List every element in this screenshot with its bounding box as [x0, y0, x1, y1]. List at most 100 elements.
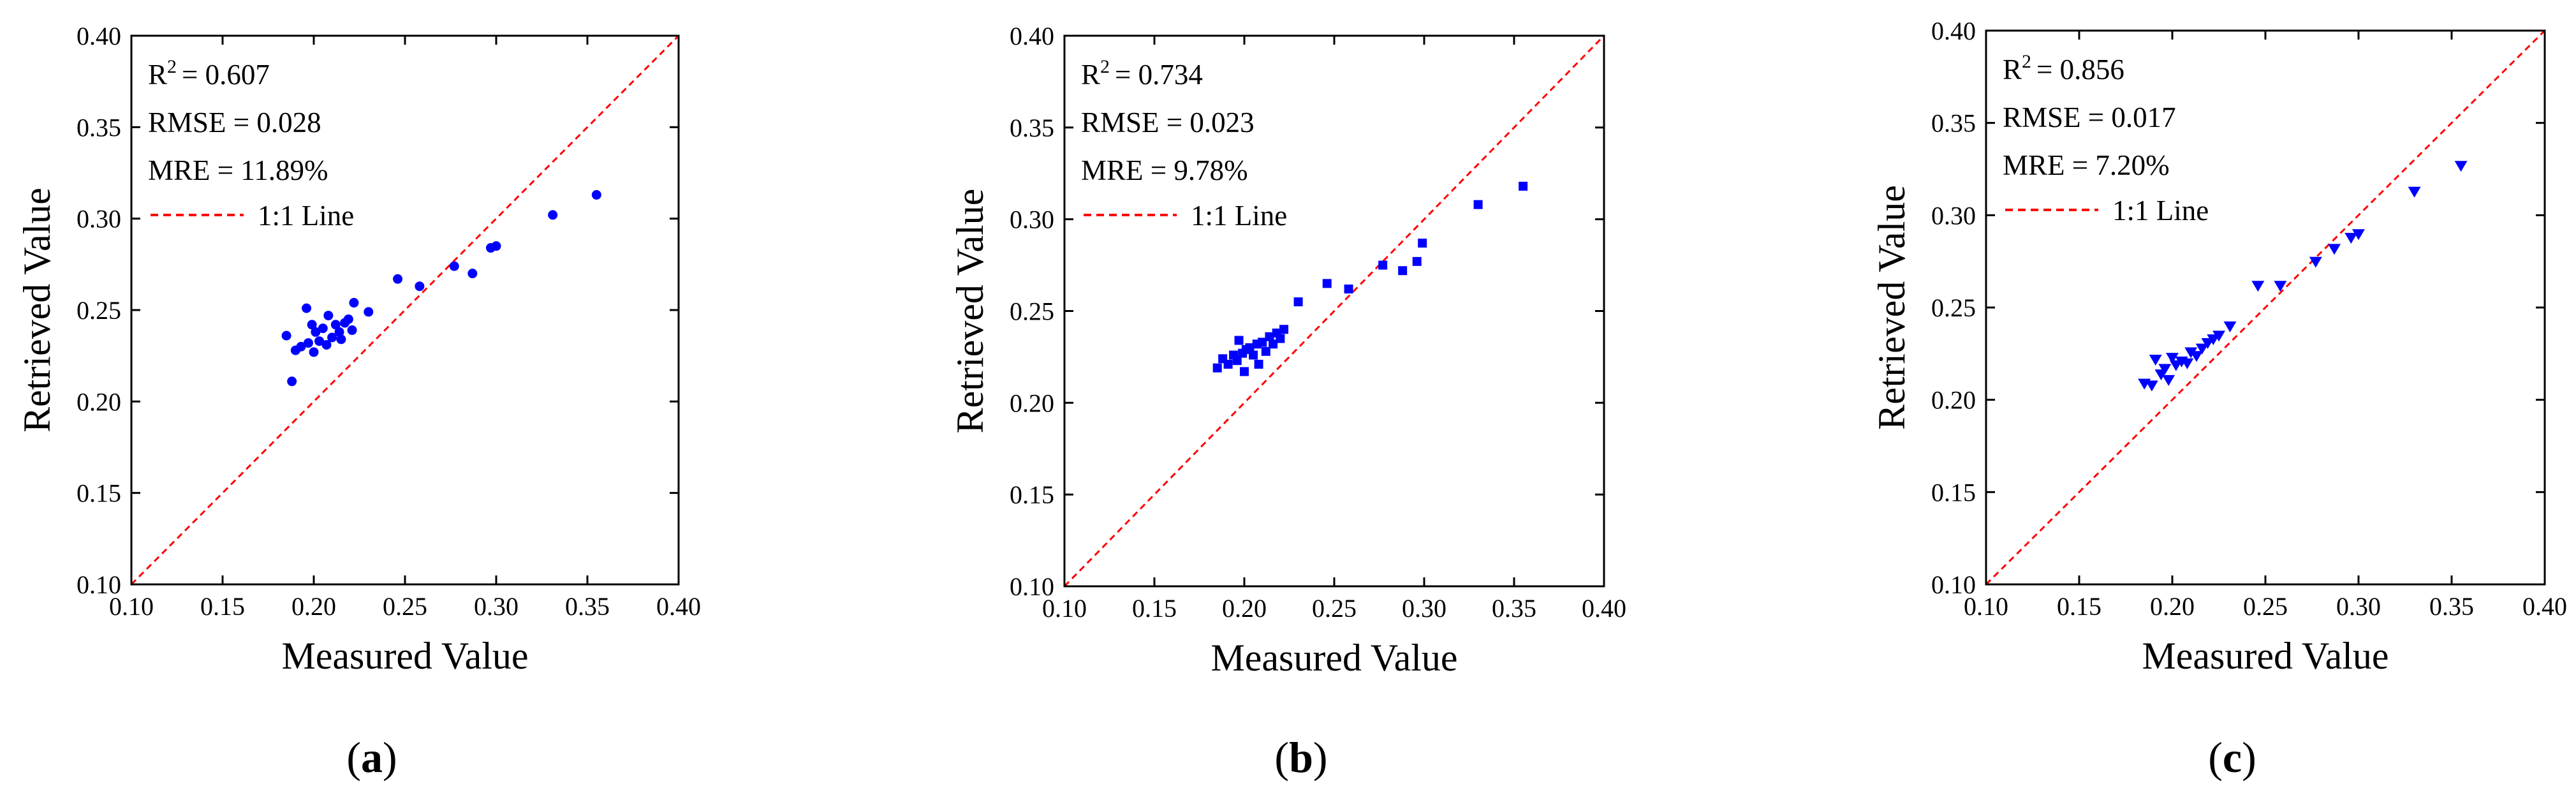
panel-b-y-tick-label: 0.15 — [1010, 480, 1054, 509]
panel-c-y-tick-label: 0.10 — [1931, 570, 1976, 599]
panel-b-x-tick-label: 0.25 — [1312, 594, 1357, 623]
panel-a-y-tick-label: 0.25 — [77, 296, 121, 325]
panel-c-data-point — [2309, 256, 2322, 268]
panel-c-x-tick-label: 0.15 — [2057, 592, 2101, 621]
panel-b-r2-value: = 0.734 — [1115, 59, 1203, 91]
panel-c-x-tick-label: 0.20 — [2150, 592, 2195, 621]
panel-a-data-point — [548, 210, 558, 220]
panel-b-y-tick-label: 0.30 — [1010, 205, 1054, 234]
panel-c-y-tick-label: 0.35 — [1931, 109, 1976, 138]
panel-a-data-point — [311, 327, 321, 337]
panel-b-data-point — [1254, 359, 1263, 369]
panel-a-data-point — [321, 339, 332, 350]
panel-a-data-point — [336, 334, 346, 345]
panel-c-data-point — [2181, 358, 2194, 369]
panel-b-data-point — [1240, 367, 1249, 376]
panel-c-r2-text: R2 = 0.856 — [2003, 51, 2124, 85]
panel-b-data-point — [1223, 359, 1233, 369]
panel-a-x-tick-label: 0.30 — [474, 592, 519, 621]
panel-a-data-point — [467, 269, 478, 279]
panel-a-data-point — [309, 347, 319, 357]
panel-b-x-tick-label: 0.30 — [1402, 594, 1446, 623]
panel-a: 0.10 0.15 0.20 0.25 0.30 0.35 0.40 0.10 0.15 0.20… — [16, 22, 701, 782]
panel-b-data-point — [1344, 284, 1353, 293]
panel-c-data-point — [2166, 353, 2179, 364]
panel-a-letter: a — [361, 733, 383, 782]
panel-a-legend-label: 1:1 Line — [258, 200, 354, 232]
panel-b-data-point — [1269, 339, 1278, 349]
panel-a-y-tick-label: 0.40 — [77, 22, 121, 50]
panel-c-data-point — [2454, 161, 2468, 172]
panel-c-data-point — [2184, 347, 2198, 359]
panel-b-legend-label: 1:1 Line — [1191, 200, 1287, 232]
panel-a-x-tick-label: 0.25 — [383, 592, 427, 621]
panel-b-data-point — [1322, 279, 1332, 288]
panel-a-data-point — [591, 189, 601, 200]
panel-b-layer-line — [1063, 34, 1605, 588]
panel-a-data-point — [287, 376, 297, 387]
panel-b-mre-text: MRE = 9.78% — [1081, 154, 1248, 186]
panel-a-data-point — [314, 336, 325, 346]
panel-b-data-point — [1378, 260, 1388, 270]
panel-c-layer-line — [1985, 29, 2546, 586]
panel-c-mre-text: MRE = 7.20% — [2003, 149, 2170, 181]
panel-b-letter: b — [1289, 733, 1313, 782]
panel-a-layer-axes: 0.10 0.15 0.20 0.25 0.30 0.35 0.40 0.10 0.15 0.20… — [77, 22, 701, 621]
panel-a-data-point — [330, 320, 341, 330]
panel-b-data-point — [1279, 325, 1289, 334]
panel-b-data-point — [1519, 181, 1528, 191]
panel-a-r2-text: R2 = 0.607 — [148, 56, 270, 91]
panel-c-x-tick-label: 0.25 — [2243, 592, 2288, 621]
panel-c-data-point — [2274, 281, 2287, 292]
panel-c-data-point — [2190, 351, 2203, 362]
panel-a-x-tick-label: 0.20 — [291, 592, 336, 621]
panel-a-data-point — [334, 327, 344, 337]
panel-b-x-tick-label: 0.40 — [1582, 594, 1626, 623]
panel-a-data-point — [349, 298, 359, 308]
panel-b-layer-points — [1212, 181, 1528, 376]
panel-c-data-point — [2149, 355, 2162, 366]
panel-c-data-point — [2408, 186, 2421, 198]
panel-c-data-point — [2344, 233, 2358, 244]
panel-b-data-point — [1258, 337, 1267, 347]
panel-b-x-tick-label: 0.10 — [1042, 594, 1087, 623]
panel-c-layer-points — [2138, 161, 2468, 392]
panel-b-y-tick-label: 0.40 — [1010, 22, 1054, 50]
panel-c-x-tick-label: 0.40 — [2522, 592, 2567, 621]
panel-b-data-point — [1249, 350, 1258, 360]
panel-a-data-point — [318, 323, 328, 334]
panel-c-x-tick-label: 0.30 — [2336, 592, 2381, 621]
panel-b-data-point — [1473, 200, 1483, 209]
panel-b-data-point — [1418, 239, 1427, 248]
panel-c-y-tick-label: 0.40 — [1931, 17, 1976, 45]
panel-c-label: (c) — [2208, 733, 2256, 782]
panel-c-y-tick-label: 0.20 — [1931, 386, 1976, 415]
panel-b-data-point — [1293, 297, 1303, 307]
panel-c-x-axis-title: Measured Value — [2142, 635, 2388, 677]
panel-b-x-tick-label: 0.15 — [1132, 594, 1177, 623]
panel-b-data-point — [1261, 346, 1270, 356]
panel-b-data-point — [1276, 334, 1285, 343]
panel-b-data-point — [1245, 343, 1255, 353]
panel-b-r2-text: R2 = 0.734 — [1081, 56, 1203, 91]
panel-c-data-point — [2328, 244, 2341, 255]
panel-a-data-point — [307, 320, 317, 330]
panel-c-x-tick-label: 0.35 — [2429, 592, 2474, 621]
panel-b-one-to-one-line — [1063, 34, 1605, 588]
panel-a-data-point — [449, 261, 459, 271]
panel-c-y-tick-label: 0.15 — [1931, 478, 1976, 507]
panel-a-data-point — [303, 338, 313, 348]
panel-b-layer-axes: 0.10 0.15 0.20 0.25 0.30 0.35 0.40 0.10 0.15 0.20… — [1010, 22, 1626, 623]
panel-a-y-tick-label: 0.20 — [77, 387, 121, 416]
panel-b-y-tick-label: 0.35 — [1010, 114, 1054, 142]
panel-c-y-tick-label: 0.30 — [1931, 201, 1976, 230]
panel-b-data-point — [1232, 356, 1242, 366]
panel-b-y-axis-title: Retrieved Value — [949, 189, 991, 434]
panel-c-data-point — [2251, 281, 2265, 292]
panel-a-x-tick-label: 0.15 — [200, 592, 245, 621]
panel-a-r2-value: = 0.607 — [182, 59, 270, 91]
panel-a-data-point — [302, 303, 312, 313]
panel-b-x-tick-label: 0.20 — [1222, 594, 1267, 623]
panel-b-y-tick-label: 0.20 — [1010, 389, 1054, 417]
